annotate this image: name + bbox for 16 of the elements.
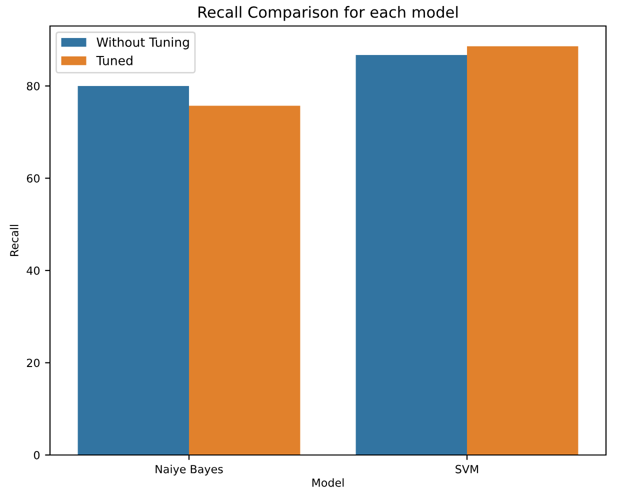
legend-label: Without Tuning [96,37,189,50]
bar [467,46,578,455]
y-tick-label: 40 [26,266,40,275]
x-axis-title: Model [312,478,344,487]
y-tick-label: 80 [26,82,40,90]
y-tick-label: 0 [34,450,40,460]
bar [189,106,300,455]
y-tick-label: 60 [26,174,40,183]
y-tick-label: 20 [26,358,40,368]
chart-title: Recall Comparison for each model [198,6,458,21]
legend-label: Tuned [96,56,132,66]
x-tick-label: SVM [456,464,478,474]
y-axis-title: Recall [10,224,18,256]
x-tick-label: Naiye Bayes [156,464,223,476]
bar [356,55,467,455]
bar [78,86,189,455]
